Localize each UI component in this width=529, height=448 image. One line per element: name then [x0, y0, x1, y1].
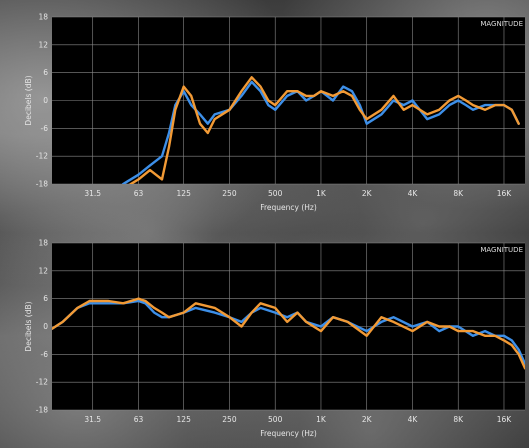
y-tick-label: -12 [36, 152, 48, 161]
x-tick-label: 2K [362, 415, 373, 424]
x-tick-label: 1K [316, 415, 327, 424]
y-tick-label: 0 [43, 96, 48, 105]
y-tick-label: -18 [36, 180, 48, 189]
x-tick-label: 2K [362, 189, 373, 198]
y-tick-label: 18 [38, 13, 48, 22]
x-axis-title: Frequency (Hz) [260, 429, 317, 438]
x-tick-label: 1K [316, 189, 327, 198]
x-tick-label: 500 [268, 189, 283, 198]
x-tick-label: 4K [408, 189, 419, 198]
x-tick-label: 63 [134, 189, 144, 198]
x-tick-label: 250 [222, 415, 237, 424]
x-tick-label: 8K [453, 415, 464, 424]
y-tick-label: 6 [43, 294, 48, 303]
x-tick-label: 31.5 [84, 189, 101, 198]
x-tick-label: 500 [268, 415, 283, 424]
y-tick-label: -18 [36, 406, 48, 415]
x-axis-title: Frequency (Hz) [260, 203, 317, 212]
x-tick-label: 125 [177, 189, 192, 198]
y-tick-label: -12 [36, 378, 48, 387]
chart-panel-1: 18 12 6 0 -6 -12 -18 31.5 63 125 250 500 1K 2K 4K 8K 16K… [24, 13, 525, 212]
orange-response-line [128, 76, 520, 184]
y-axis-title: Decibels (dB) [24, 75, 33, 125]
x-tick-label: 31.5 [84, 415, 101, 424]
orange-response-line [52, 297, 525, 370]
y-tick-label: -6 [41, 350, 49, 359]
y-tick-label: 6 [43, 68, 48, 77]
y-tick-label: 0 [43, 322, 48, 331]
x-tick-label: 63 [134, 415, 144, 424]
y-tick-label: 18 [38, 239, 48, 248]
x-tick-label: 125 [177, 415, 192, 424]
x-tick-label: 16K [497, 415, 513, 424]
x-tick-label: 4K [408, 415, 419, 424]
y-axis-title: Decibels (dB) [24, 301, 33, 351]
y-tick-label: 12 [38, 40, 48, 49]
x-tick-label: 8K [453, 189, 464, 198]
magnitude-label: MAGNITUDE [480, 246, 523, 254]
y-tick-label: -6 [41, 124, 49, 133]
x-tick-label: 250 [222, 189, 237, 198]
magnitude-label: MAGNITUDE [480, 20, 523, 28]
x-tick-label: 16K [497, 189, 513, 198]
chart-panel-2: 18 12 6 0 -6 -12 -18 31.5 63 125 250 500 1K 2K 4K 8K 16K… [24, 239, 525, 438]
y-tick-label: 12 [38, 266, 48, 275]
